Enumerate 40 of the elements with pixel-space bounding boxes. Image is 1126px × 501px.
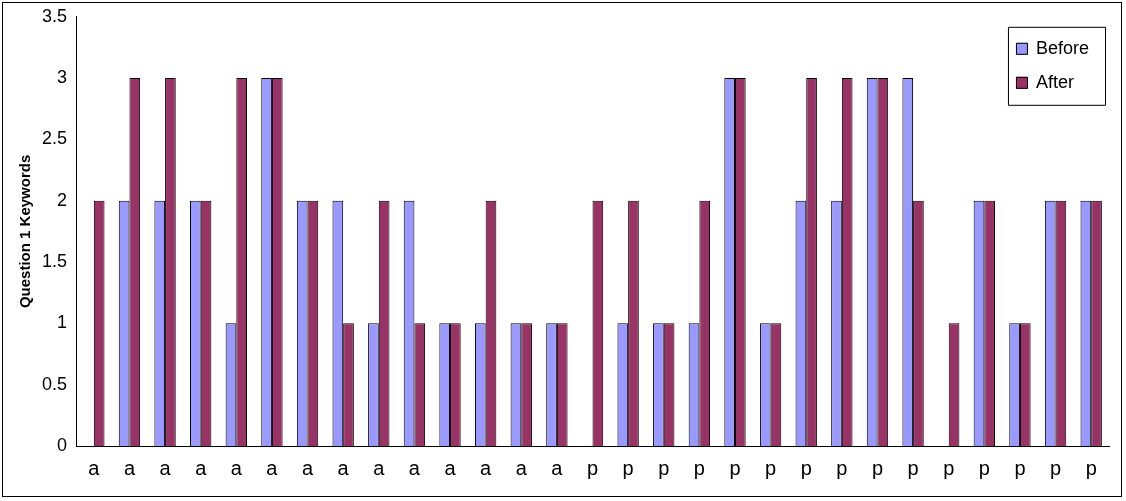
y-tick-label: 0.5 <box>41 373 68 394</box>
x-tick-label: p <box>907 456 919 479</box>
y-axis-title: Question 1 Keywords <box>16 154 34 309</box>
y-tick-label: 3 <box>57 67 68 88</box>
x-tick-label: a <box>88 456 101 479</box>
y-tick-label: 0 <box>57 434 68 455</box>
x-tick-label: a <box>480 456 493 479</box>
x-tick-label: p <box>622 456 634 479</box>
x-tick-label: p <box>658 456 670 479</box>
y-tick-label: 3.5 <box>41 5 68 26</box>
x-tick-label: a <box>551 456 564 479</box>
x-tick-label: a <box>444 456 457 479</box>
x-tick-label: a <box>301 456 314 479</box>
x-tick-label: p <box>1014 456 1026 479</box>
x-tick-label: p <box>978 456 990 479</box>
x-tick-label: a <box>266 456 279 479</box>
x-tick-label: a <box>408 456 421 479</box>
x-tick-label: p <box>1085 456 1097 479</box>
x-tick-label: p <box>729 456 741 479</box>
x-tick-label: a <box>195 456 208 479</box>
x-tick-label: a <box>123 456 136 479</box>
x-tick-label: a <box>230 456 243 479</box>
x-tick-label: p <box>765 456 777 479</box>
y-tick-label: 2.5 <box>41 128 68 149</box>
legend-label: Before <box>1035 37 1090 58</box>
y-tick-label: 1.5 <box>41 251 68 272</box>
x-tick-label: a <box>515 456 528 479</box>
y-tick-label: 1 <box>57 312 68 333</box>
x-tick-label: p <box>693 456 705 479</box>
x-tick-label: p <box>586 456 599 479</box>
x-tick-label: a <box>159 456 172 479</box>
legend-label: After <box>1035 71 1074 92</box>
x-tick-label: p <box>871 456 884 479</box>
x-tick-label: p <box>800 456 812 479</box>
x-tick-label: p <box>943 456 955 479</box>
x-tick-label: a <box>337 456 350 479</box>
y-tick-label: 2 <box>57 189 68 210</box>
x-tick-label: p <box>1050 456 1062 479</box>
x-tick-label: a <box>373 456 386 479</box>
x-tick-label: p <box>836 456 848 479</box>
